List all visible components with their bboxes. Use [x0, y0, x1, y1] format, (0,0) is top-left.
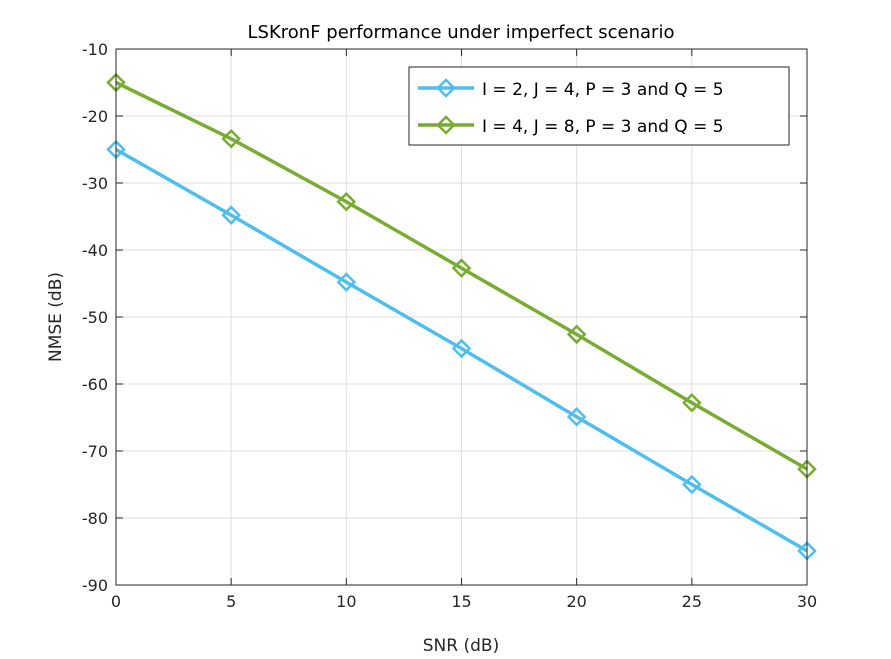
legend-label: I = 2, J = 4, P = 3 and Q = 5: [482, 80, 724, 100]
series-1: [106, 139, 817, 561]
data-point-marker: [682, 474, 702, 495]
ticks: 0 5 10 15 20 25 30 -90 -80 -70 -60 -50 -40 -30 -20 -10: [82, 40, 817, 611]
data-point-marker: [566, 407, 587, 427]
data-point-marker: [336, 272, 357, 292]
data-point-marker: [221, 205, 241, 225]
y-tick-label: -60: [82, 375, 108, 394]
legend-entry-1: I = 2, J = 4, P = 3 and Q = 5: [418, 78, 724, 100]
legend: I = 2, J = 4, P = 3 and Q = 5 I = 4, J = …: [408, 66, 790, 146]
x-tick-label: 20: [566, 592, 586, 611]
data-point-marker: [682, 392, 702, 413]
legend-label: I = 4, J = 8, P = 3 and Q = 5: [482, 117, 724, 137]
x-tick-label: 5: [226, 592, 236, 611]
x-tick-label: 30: [797, 592, 817, 611]
x-tick-label: 0: [111, 592, 121, 611]
legend-marker: [436, 78, 456, 98]
x-axis-label: SNR (dB): [423, 636, 499, 656]
data-point-marker: [451, 258, 472, 278]
legend-marker: [436, 115, 456, 135]
data-point-marker: [221, 129, 241, 149]
series-layer: [106, 72, 817, 561]
y-tick-label: -40: [82, 241, 108, 260]
x-tick-label: 15: [451, 592, 471, 611]
y-axis-label: NMSE (dB): [46, 272, 66, 362]
series-line: [115, 147, 808, 553]
y-tick-label: -90: [82, 576, 108, 595]
y-tick-label: -70: [82, 442, 108, 461]
data-point-marker: [451, 338, 472, 359]
y-tick-label: -20: [82, 107, 108, 126]
chart-title: LSKronF performance under imperfect scen…: [248, 22, 675, 43]
y-tick-label: -80: [82, 509, 108, 528]
y-tick-label: -50: [82, 308, 108, 327]
y-tick-label: -10: [82, 40, 108, 59]
x-tick-label: 10: [336, 592, 356, 611]
legend-entry-2: I = 4, J = 8, P = 3 and Q = 5: [418, 115, 724, 137]
data-point-marker: [566, 324, 587, 345]
legend-box: [408, 66, 790, 146]
series-line: [115, 80, 808, 471]
y-tick-label: -30: [82, 174, 108, 193]
x-tick-label: 25: [682, 592, 702, 611]
data-point-marker: [336, 191, 357, 212]
